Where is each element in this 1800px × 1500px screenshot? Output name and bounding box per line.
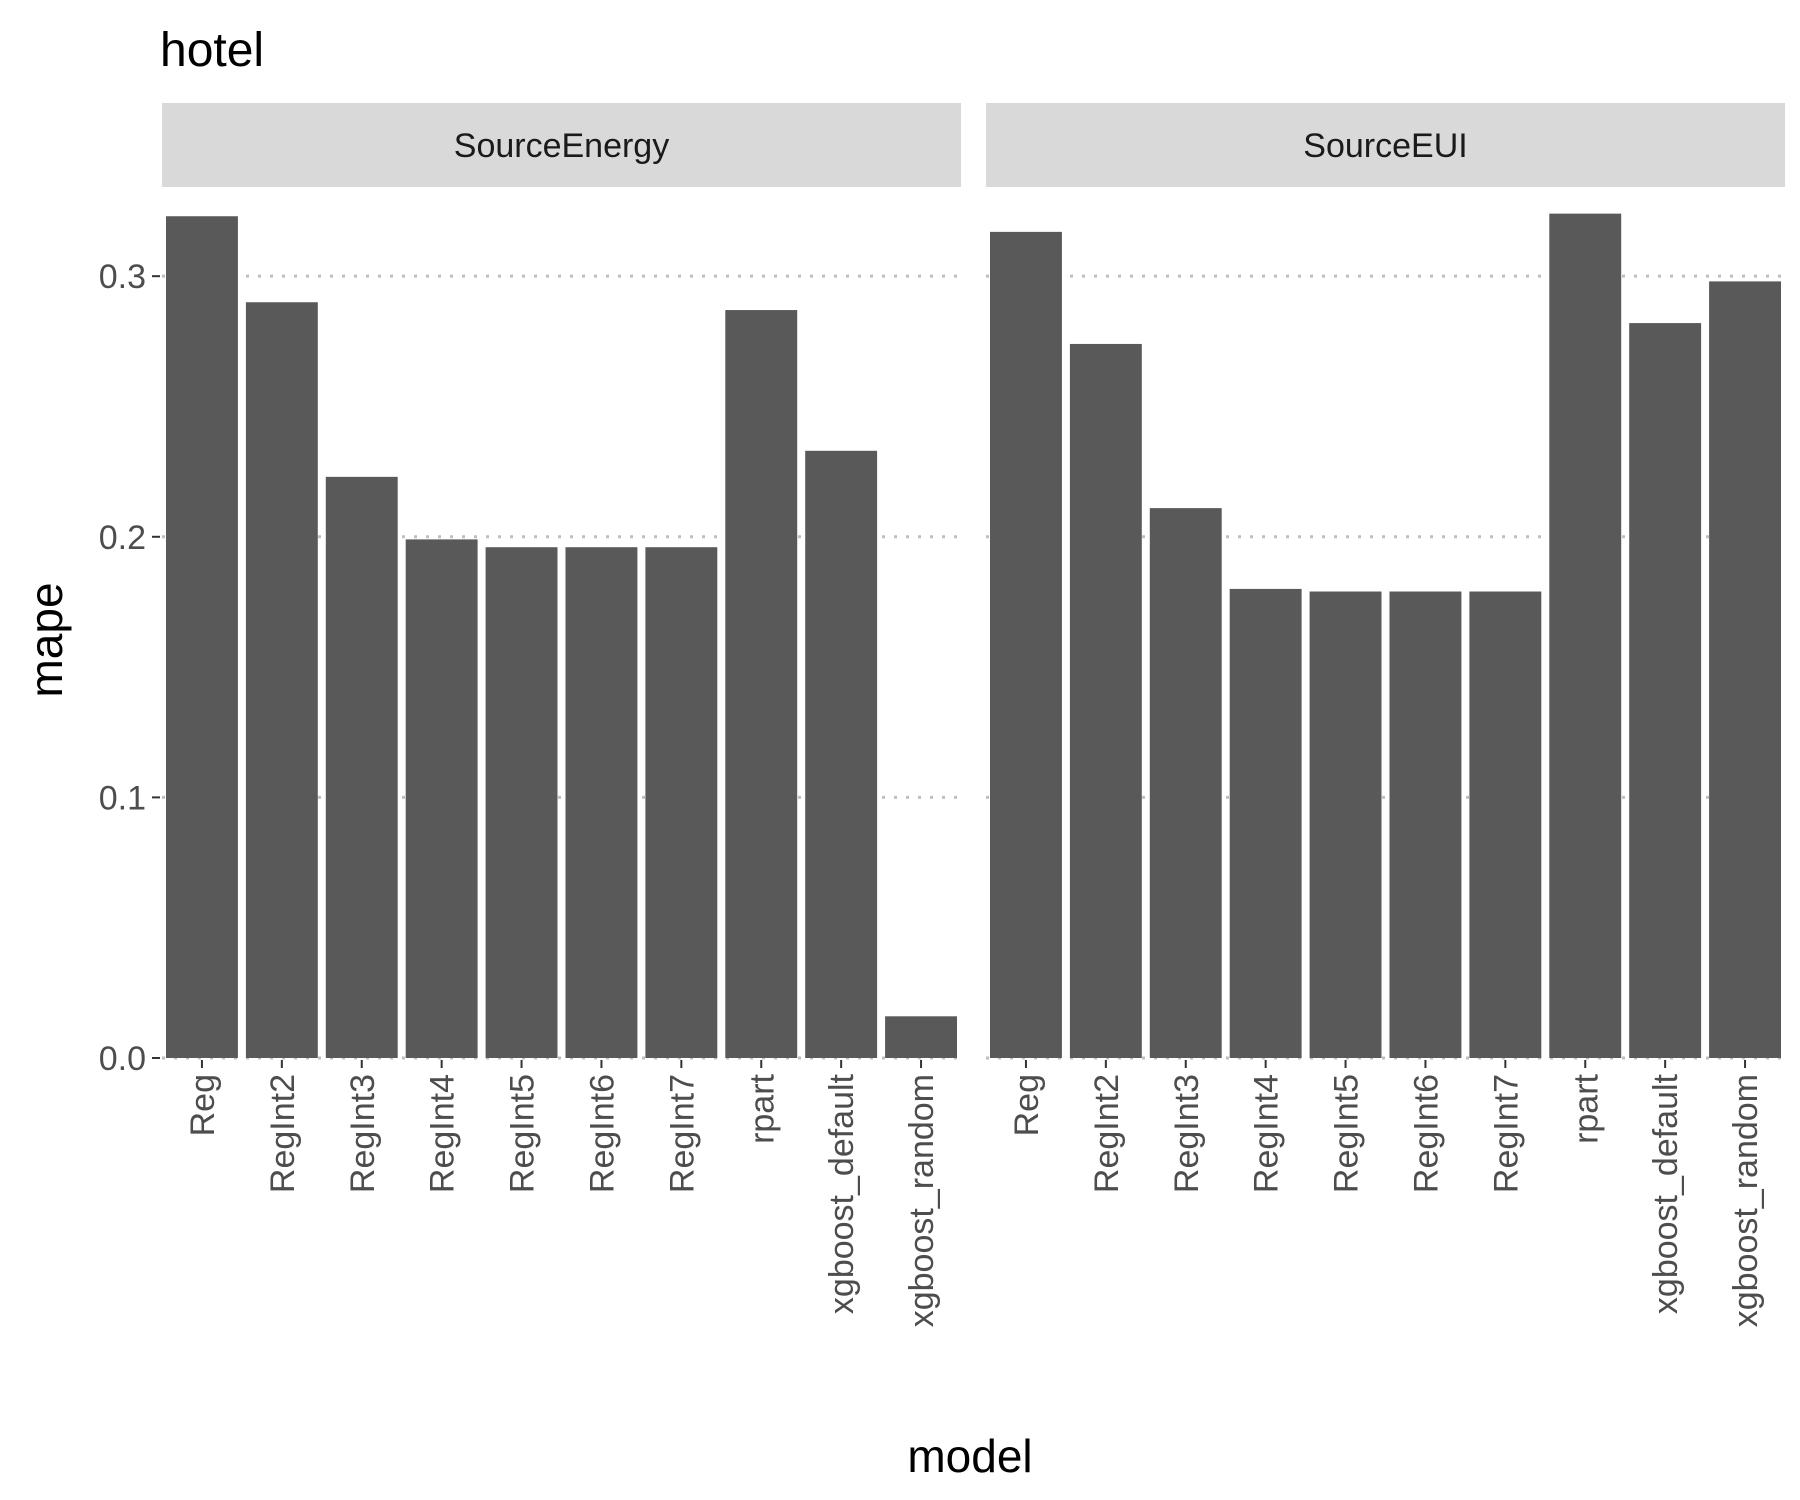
x-tick-label: RegInt2 <box>264 1074 302 1193</box>
x-tick-label: rpart <box>1567 1073 1605 1143</box>
y-axis: 0.0 0.1 0.2 0.3 <box>99 258 160 1078</box>
x-tick-label: RegInt5 <box>504 1074 542 1193</box>
facet-strip <box>162 103 961 187</box>
bar-xgboost_random <box>885 1016 958 1058</box>
bar-RegInt2 <box>245 302 318 1058</box>
x-tick-label: RegInt3 <box>344 1074 382 1193</box>
x-tick-label: RegInt6 <box>583 1074 621 1193</box>
x-tick-label: RegInt4 <box>424 1074 462 1193</box>
x-tick-label: RegInt7 <box>663 1074 701 1193</box>
y-tick-label: 0.3 <box>99 258 146 296</box>
y-tick-label: 0.1 <box>99 779 146 817</box>
x-tick-label: RegInt3 <box>1168 1074 1206 1193</box>
y-tick-label: 0.0 <box>99 1040 146 1078</box>
y-axis-title: mape <box>20 582 72 697</box>
x-axis-title: model <box>907 1430 1032 1482</box>
bar-RegInt4 <box>1229 588 1302 1058</box>
y-tick-label: 0.2 <box>99 519 146 557</box>
bar-RegInt2 <box>1069 343 1142 1058</box>
bar-RegInt6 <box>565 547 638 1058</box>
x-tick-label: xgboost_random <box>1727 1074 1765 1327</box>
x-tick-label: Reg <box>184 1074 222 1136</box>
x-tick-label: xgboost_default <box>1647 1073 1685 1314</box>
facet-strip-label: SourceEUI <box>1303 127 1467 165</box>
chart-title: hotel <box>160 24 264 77</box>
bar-RegInt6 <box>1389 591 1462 1058</box>
facet-strip-label: SourceEnergy <box>454 127 669 165</box>
x-tick-label: RegInt4 <box>1248 1074 1286 1193</box>
bar-Reg <box>165 216 238 1058</box>
bar-RegInt5 <box>485 547 558 1058</box>
bar-RegInt5 <box>1309 591 1382 1058</box>
bar-xgboost_default <box>1629 323 1702 1058</box>
bar-rpart <box>1549 213 1622 1059</box>
x-tick-label: xgboost_default <box>823 1073 861 1314</box>
facet-strip <box>986 103 1785 187</box>
x-tick-label: RegInt5 <box>1328 1074 1366 1193</box>
bar-Reg <box>989 231 1062 1058</box>
bar-xgboost_random <box>1709 281 1782 1059</box>
bar-RegInt3 <box>325 476 398 1058</box>
panel-SourceEnergy: SourceEnergy Reg RegInt2 RegInt3 RegInt4 RegI… <box>162 103 961 1327</box>
bar-RegInt7 <box>1469 591 1542 1058</box>
panel-SourceEUI: SourceEUI Reg RegInt2 RegInt3 RegInt4 RegInt5… <box>986 103 1785 1327</box>
x-tick-label: RegInt7 <box>1487 1074 1525 1193</box>
x-tick-label: rpart <box>743 1073 781 1143</box>
x-tick-label: Reg <box>1008 1074 1046 1136</box>
bar-RegInt7 <box>645 547 718 1058</box>
x-tick-label: RegInt6 <box>1407 1074 1445 1193</box>
bar-xgboost_default <box>805 450 878 1059</box>
panels: SourceEnergy Reg RegInt2 RegInt3 RegInt4 RegI… <box>162 103 1785 1327</box>
bar-RegInt4 <box>405 539 478 1058</box>
x-tick-label: RegInt2 <box>1088 1074 1126 1193</box>
x-tick-label: xgboost_random <box>903 1074 941 1327</box>
bar-rpart <box>725 310 798 1058</box>
bar-RegInt3 <box>1149 508 1222 1058</box>
